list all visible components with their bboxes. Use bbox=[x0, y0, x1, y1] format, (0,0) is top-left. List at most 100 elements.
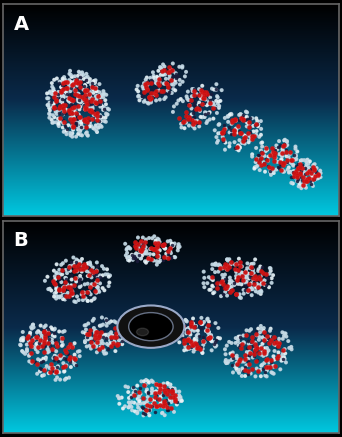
Point bbox=[297, 169, 302, 176]
Point bbox=[59, 78, 65, 85]
Point bbox=[207, 286, 212, 293]
Point bbox=[244, 272, 249, 279]
Point bbox=[145, 81, 150, 88]
Point bbox=[69, 289, 74, 296]
Point bbox=[207, 100, 212, 107]
Point bbox=[51, 119, 56, 126]
Point bbox=[297, 160, 303, 167]
Point bbox=[47, 89, 52, 96]
Point bbox=[103, 316, 109, 323]
Point bbox=[239, 358, 245, 365]
Point bbox=[195, 331, 201, 338]
Point bbox=[64, 295, 69, 302]
Point bbox=[160, 256, 165, 263]
Point bbox=[100, 272, 105, 279]
Point bbox=[134, 257, 140, 264]
Point bbox=[265, 157, 271, 164]
Point bbox=[90, 281, 96, 288]
Point bbox=[293, 143, 298, 150]
Point bbox=[92, 85, 97, 92]
Point bbox=[256, 336, 262, 343]
Point bbox=[94, 114, 100, 121]
Point bbox=[114, 342, 119, 349]
Point bbox=[154, 402, 159, 409]
Point bbox=[189, 321, 195, 328]
Point bbox=[152, 403, 157, 410]
Point bbox=[61, 368, 67, 375]
Point bbox=[249, 280, 254, 287]
Point bbox=[164, 390, 170, 397]
Point bbox=[292, 174, 298, 181]
Point bbox=[258, 132, 264, 139]
Point bbox=[51, 94, 57, 101]
Point bbox=[194, 337, 199, 344]
Point bbox=[189, 342, 195, 349]
Point bbox=[274, 142, 279, 149]
Point bbox=[66, 97, 71, 104]
Point bbox=[70, 284, 76, 291]
Point bbox=[184, 101, 189, 108]
Point bbox=[83, 119, 89, 126]
Point bbox=[79, 69, 85, 76]
Point bbox=[103, 118, 108, 125]
Point bbox=[263, 331, 268, 338]
Point bbox=[201, 319, 207, 326]
Point bbox=[306, 164, 312, 171]
Point bbox=[49, 366, 55, 373]
Point bbox=[139, 94, 144, 101]
Point bbox=[135, 404, 141, 411]
Point bbox=[198, 324, 203, 331]
Point bbox=[220, 136, 225, 143]
Point bbox=[189, 111, 195, 118]
Point bbox=[98, 113, 103, 120]
Point bbox=[80, 124, 85, 131]
Point bbox=[91, 295, 97, 302]
Point bbox=[94, 96, 99, 103]
Point bbox=[99, 337, 105, 344]
Point bbox=[52, 90, 57, 97]
Point bbox=[260, 349, 265, 356]
Point bbox=[67, 107, 73, 114]
Point bbox=[37, 344, 43, 351]
Point bbox=[92, 98, 97, 105]
Point bbox=[287, 156, 293, 163]
Point bbox=[221, 125, 226, 132]
Point bbox=[227, 140, 233, 147]
Point bbox=[171, 393, 177, 400]
Point bbox=[73, 110, 79, 117]
Point bbox=[100, 284, 105, 291]
Point bbox=[237, 262, 243, 269]
Point bbox=[73, 361, 78, 368]
Point bbox=[260, 264, 265, 271]
Point bbox=[85, 96, 91, 103]
Point bbox=[89, 274, 94, 281]
Point bbox=[80, 265, 86, 272]
Point bbox=[315, 170, 321, 177]
Point bbox=[159, 67, 165, 74]
Point bbox=[250, 114, 255, 121]
Point bbox=[94, 349, 100, 356]
Point bbox=[91, 79, 96, 86]
Point bbox=[160, 392, 166, 399]
Point bbox=[312, 176, 318, 183]
Point bbox=[142, 411, 147, 418]
Point bbox=[107, 272, 113, 279]
Point bbox=[159, 242, 164, 249]
Point bbox=[173, 394, 178, 401]
Point bbox=[265, 336, 271, 343]
Point bbox=[72, 274, 78, 281]
Point bbox=[45, 329, 51, 336]
Point bbox=[290, 174, 295, 181]
Point bbox=[67, 67, 73, 74]
Point bbox=[160, 69, 166, 76]
Point bbox=[65, 281, 70, 288]
Point bbox=[27, 329, 33, 336]
Point bbox=[132, 408, 137, 415]
Point bbox=[248, 349, 253, 356]
Point bbox=[155, 382, 160, 389]
Point bbox=[113, 341, 119, 348]
Point bbox=[232, 139, 237, 146]
Point bbox=[263, 270, 269, 277]
Point bbox=[272, 362, 278, 369]
Point bbox=[184, 346, 189, 353]
